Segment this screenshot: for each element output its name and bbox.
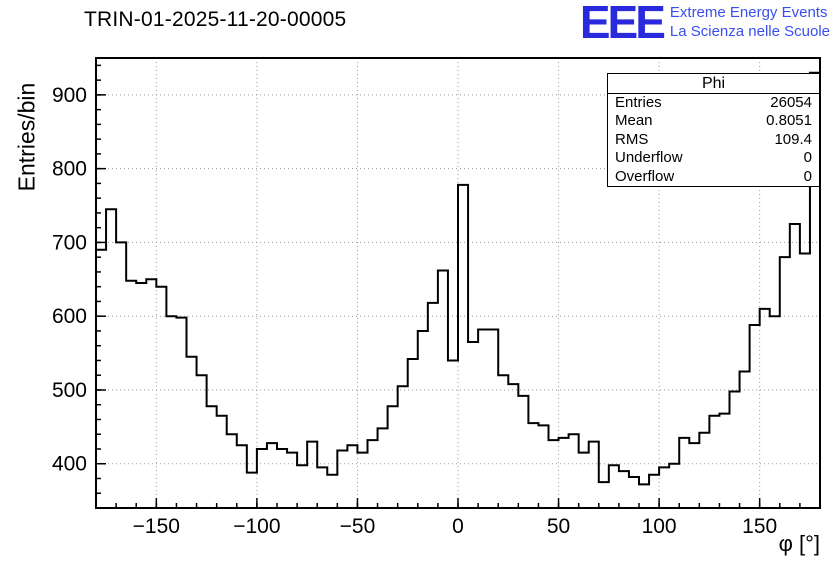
svg-text:150: 150 — [742, 515, 777, 538]
svg-text:700: 700 — [52, 231, 87, 254]
svg-text:−150: −150 — [133, 515, 180, 538]
plot-title: TRIN-01-2025-11-20-00005 — [84, 8, 347, 31]
stats-row-label: RMS — [615, 130, 649, 148]
stats-row: Overflow 0 — [608, 168, 819, 186]
eee-logo: EEE Extreme Energy Events La Scienza nel… — [579, 0, 830, 48]
x-axis-label: φ [°] — [778, 531, 820, 556]
svg-text:800: 800 — [52, 158, 87, 181]
svg-text:50: 50 — [547, 515, 570, 538]
stats-row-value: 0 — [803, 167, 812, 185]
stats-row: RMS 109.4 — [608, 131, 819, 149]
eee-logo-caption: Extreme Energy Events La Scienza nelle S… — [670, 3, 830, 41]
stats-title: Phi — [608, 74, 819, 94]
stats-row-value: 109.4 — [774, 130, 812, 148]
svg-text:100: 100 — [642, 515, 677, 538]
stats-row-value: 26054 — [770, 94, 812, 111]
svg-text:500: 500 — [52, 379, 87, 402]
stats-row-label: Underflow — [615, 149, 683, 167]
stats-row-value: 0.8051 — [766, 112, 812, 130]
stats-row-label: Entries — [615, 94, 662, 111]
svg-text:−100: −100 — [233, 515, 280, 538]
stats-box: Phi Entries 26054 Mean 0.8051 RMS 109.4 … — [607, 73, 820, 188]
svg-text:600: 600 — [52, 305, 87, 328]
svg-text:400: 400 — [52, 453, 87, 476]
stats-row: Mean 0.8051 — [608, 112, 819, 130]
svg-text:0: 0 — [452, 515, 464, 538]
svg-text:900: 900 — [52, 84, 87, 107]
eee-logo-line1: Extreme Energy Events — [669, 4, 828, 21]
eee-logo-mark: EEE — [579, 0, 666, 48]
stats-row: Underflow 0 — [608, 149, 819, 167]
eee-logo-line2: La Scienza nelle Scuole — [669, 23, 830, 40]
stats-row: Entries 26054 — [608, 94, 819, 112]
stats-row-label: Overflow — [615, 167, 675, 185]
svg-text:−50: −50 — [340, 515, 376, 538]
y-axis-label: Entries/bin — [13, 82, 40, 192]
stats-row-label: Mean — [615, 112, 653, 130]
stats-row-value: 0 — [803, 149, 812, 167]
